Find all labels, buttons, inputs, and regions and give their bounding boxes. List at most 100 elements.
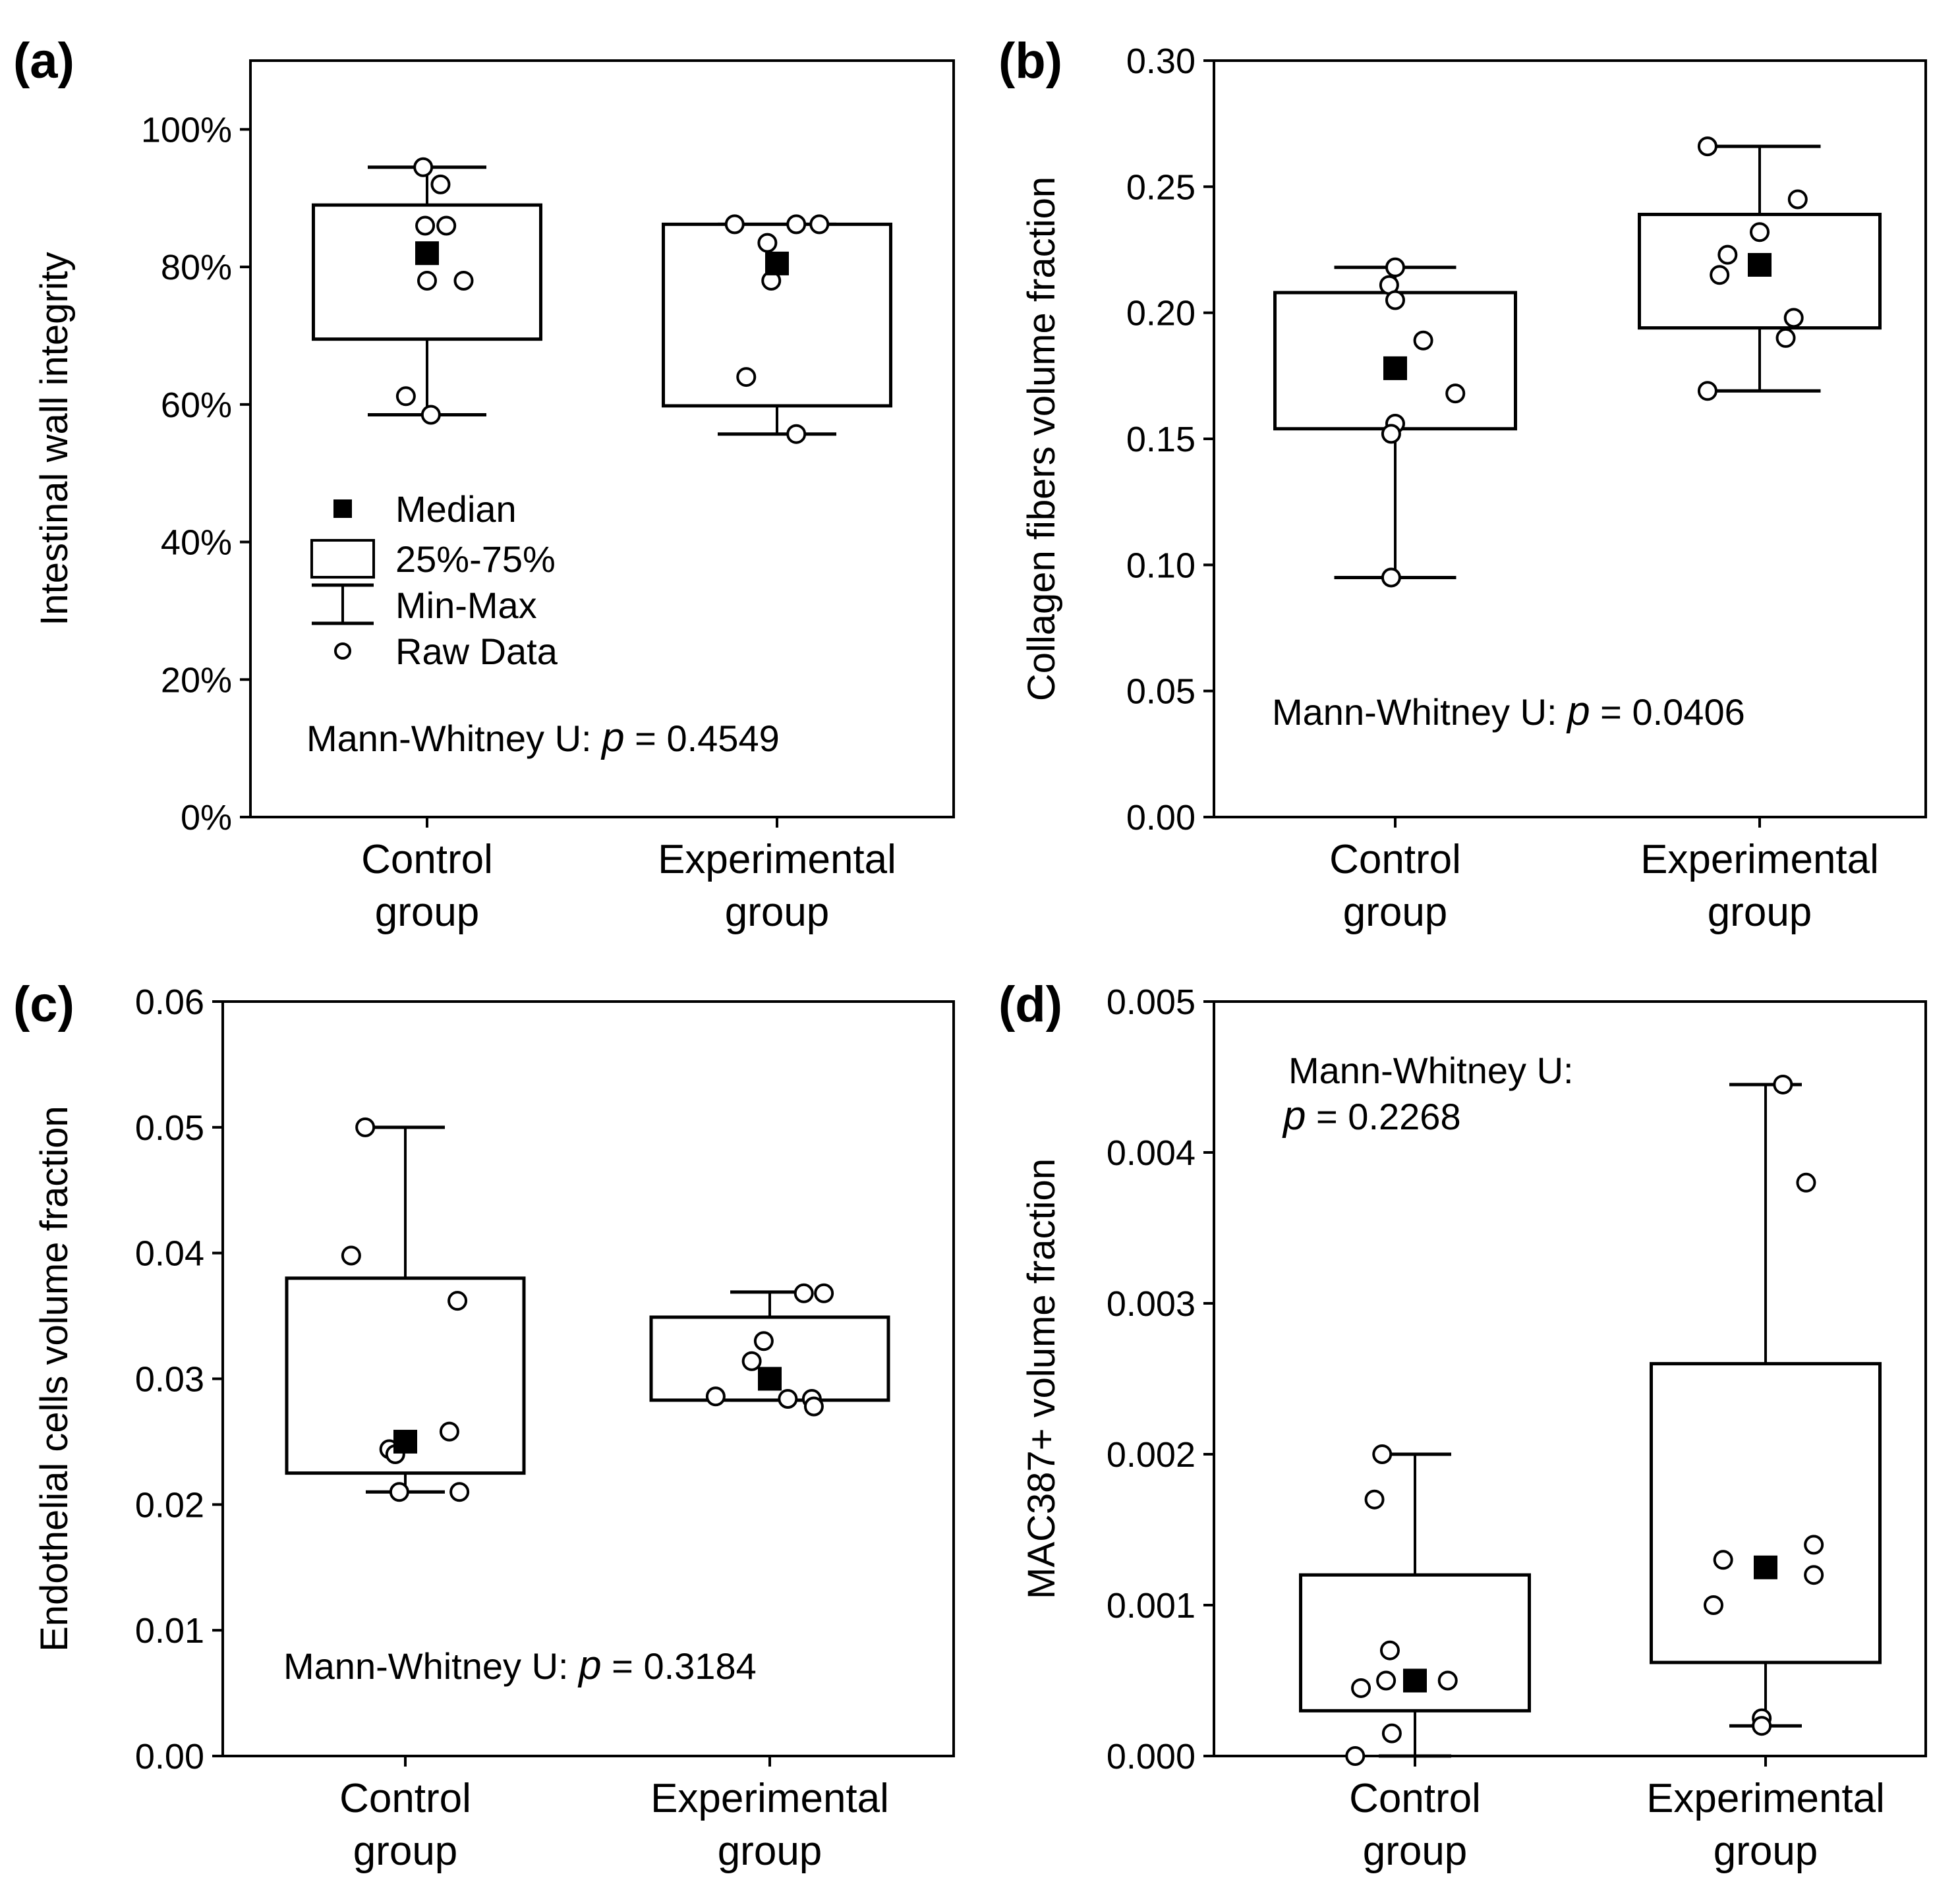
y-tick-label: 0.004 [1107,1133,1196,1173]
y-tick-label: 0.01 [135,1611,204,1651]
raw-point [724,214,745,235]
x-category-label: group [1343,890,1448,935]
stat-p: p [600,715,624,760]
y-tick-label: 0% [181,798,232,837]
raw-point [439,1421,459,1442]
y-tick-label: 0.15 [1126,420,1196,459]
raw-point [389,1482,409,1502]
raw-point [355,1117,376,1137]
raw-point [420,405,441,425]
x-category-label: Experimental [650,1776,889,1821]
stat-value: = 0.2268 [1306,1096,1460,1137]
raw-point [1345,1746,1366,1766]
legend-median-symbol [333,499,352,518]
chart-panel-c: (c) 0.00 0.01 0.02 0.03 0.04 0.05 0.06 Endotheli… [13,977,955,1874]
chart-panel-d: (d) 0.000 0.001 0.002 0.003 0.004 0.005 MAC387+… [998,977,1927,1874]
raw-point [430,174,451,194]
y-tick-label: 0.25 [1126,167,1196,207]
raw-point [809,214,830,235]
legend-label: Min-Max [395,584,537,626]
legend-raw-symbol [334,642,351,660]
mann-whitney-text: Mann-Whitney U: p = 0.3184 [283,1643,757,1688]
median-marker [765,251,789,275]
raw-point [1697,136,1717,157]
plot-frame [249,59,955,818]
stat-p: p [1566,689,1590,734]
box-experimental [649,1283,890,1417]
legend-label: 25%-75% [395,538,556,580]
raw-point [436,215,457,236]
raw-point [757,233,778,253]
x-category-label: Experimental [1646,1776,1885,1821]
raw-point [1775,327,1796,348]
stat-value: = 0.3184 [602,1645,757,1687]
box-control [1273,257,1517,588]
raw-point [1381,567,1401,588]
x-category-label: group [375,890,480,935]
box-experimental [1650,1074,1882,1736]
median-marker [758,1367,782,1391]
box-experimental [1638,136,1882,401]
raw-point [803,1396,824,1417]
y-tick-label: 100% [141,110,232,150]
raw-point [1351,1678,1371,1698]
raw-point [1413,330,1433,351]
raw-point [413,157,434,177]
y-axis-title: Endothelial cells volume fraction [33,1106,76,1652]
legend-label: Raw Data [395,631,558,672]
y-axis-title: Intestinal wall integrity [33,252,76,625]
box-control [285,1117,526,1502]
raw-point [793,1283,814,1303]
raw-point [417,270,437,291]
y-tick-label: 0.05 [135,1108,204,1148]
box-control [1299,1444,1531,1766]
raw-point [1752,1716,1772,1736]
legend-box-symbol [310,539,375,579]
raw-point [1796,1172,1816,1193]
raw-point [447,1291,468,1311]
panel-label: (a) [13,33,74,89]
y-tick-label: 0.06 [135,982,204,1022]
x-category-label: Experimental [658,837,896,882]
raw-point [1379,1640,1400,1660]
panel-label: (c) [13,977,74,1033]
stat-value: = 0.0406 [1590,691,1745,733]
box-control [312,157,542,425]
y-tick-label: 0.003 [1107,1284,1196,1324]
y-tick-label: 0.00 [1126,798,1196,837]
x-category-label: Control [339,1776,471,1821]
x-category-label: group [725,890,830,935]
raw-point [453,270,474,291]
box-experimental [662,214,892,444]
raw-point [786,424,807,444]
raw-point [1750,222,1770,242]
stat-prefix: Mann-Whitney U: [306,718,602,759]
raw-point [1437,1670,1458,1691]
y-tick-label: 0.002 [1107,1435,1196,1475]
raw-point [1376,1670,1397,1691]
y-tick-label: 0.02 [135,1485,204,1525]
y-tick-label: 0.001 [1107,1586,1196,1626]
median-marker [393,1429,417,1454]
raw-point [1713,1550,1733,1570]
raw-point [341,1245,361,1266]
stat-p: p [577,1643,601,1688]
raw-point [1445,383,1466,404]
raw-point [1804,1535,1824,1555]
iqr-box [662,222,892,408]
raw-point [1717,244,1738,265]
x-category-label: group [353,1828,458,1874]
stat-p: p [1282,1093,1306,1139]
y-axis-title: MAC387+ volume fraction [1020,1158,1063,1599]
x-category-label: Control [1349,1776,1481,1821]
raw-point [1783,308,1804,328]
y-tick-label: 0.10 [1126,546,1196,585]
stat-prefix: Mann-Whitney U: [1272,691,1567,733]
raw-point [1385,257,1405,277]
raw-point [1372,1444,1393,1464]
y-tick-label: 0.000 [1107,1737,1196,1776]
median-marker [1403,1668,1427,1693]
stat-prefix: Mann-Whitney U: [283,1645,579,1687]
raw-point [415,215,436,236]
